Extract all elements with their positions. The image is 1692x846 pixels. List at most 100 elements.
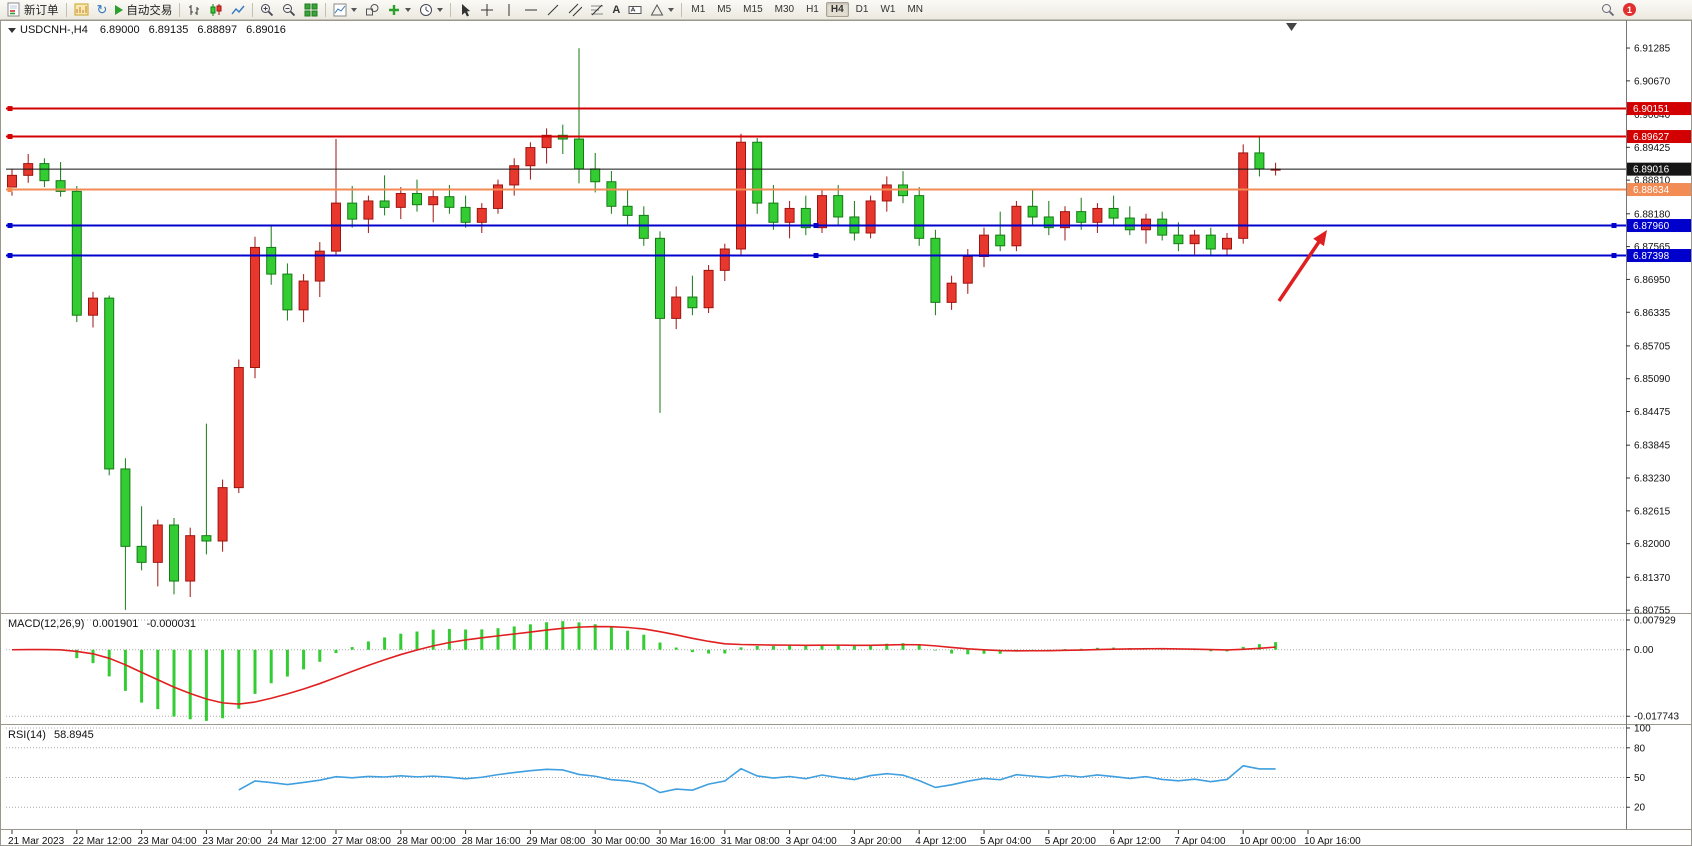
dropdown-arrow[interactable] <box>405 7 412 12</box>
timeframe-m1[interactable]: M1 <box>691 4 706 15</box>
timeframe-h4[interactable]: H4 <box>825 2 849 17</box>
line-handle[interactable] <box>813 223 819 229</box>
candle-body <box>817 195 827 229</box>
line-chart-button[interactable] <box>227 0 249 20</box>
tile-windows-button[interactable] <box>300 0 322 20</box>
crosshair-tool-button[interactable] <box>476 0 498 20</box>
new-order-button[interactable]: 新订单 <box>2 0 63 20</box>
candle <box>88 291 98 328</box>
label-tool-button[interactable] <box>624 0 646 20</box>
timeframe-m30[interactable]: M30 <box>774 4 795 15</box>
timeframe-m15[interactable]: M15 <box>743 4 763 15</box>
candlestick-chart-button[interactable] <box>205 0 227 20</box>
price-tag-label: 6.87960 <box>1633 221 1670 232</box>
line-handle[interactable] <box>7 134 13 140</box>
text-tool-button[interactable]: A <box>608 0 624 20</box>
zoom-out-button[interactable] <box>278 0 300 20</box>
shapes-tool-button[interactable] <box>646 0 678 20</box>
candle <box>606 171 617 214</box>
timeframe-d1[interactable]: D1 <box>855 4 869 15</box>
candle <box>784 200 795 239</box>
candle-body <box>120 468 131 547</box>
price-tick-label: 6.83230 <box>1634 474 1671 485</box>
symbol-dropdown-icon[interactable] <box>8 27 16 33</box>
cursor-icon <box>462 3 471 16</box>
fibonacci-tool-button[interactable] <box>586 0 608 20</box>
chart-title: USDCNH-,H4 6.89000 6.89135 6.88897 6.890… <box>8 24 291 36</box>
candle-body <box>476 207 487 223</box>
candle-body <box>606 181 617 207</box>
candle <box>881 176 892 212</box>
time-tick-label: 23 Mar 04:00 <box>138 836 197 846</box>
dropdown-arrow[interactable] <box>437 7 444 12</box>
timeframe-mn[interactable]: MN <box>907 4 924 15</box>
line-handle[interactable] <box>1611 253 1617 259</box>
candlestick-icon <box>210 3 222 16</box>
candle-body <box>1141 218 1151 231</box>
candle-body <box>687 296 698 309</box>
macd-main-value: 0.001901 <box>92 618 139 630</box>
indicator-list-button[interactable] <box>329 0 361 20</box>
candle <box>914 187 925 246</box>
candle <box>865 195 876 239</box>
horizontal-line-tool-button[interactable] <box>520 0 542 20</box>
chart-shift-marker[interactable] <box>1286 23 1297 31</box>
line-handle[interactable] <box>7 187 13 193</box>
cursor-tool-button[interactable] <box>454 0 476 20</box>
timeframe-w1[interactable]: W1 <box>880 4 896 15</box>
price-tag-label: 6.89016 <box>1633 165 1670 176</box>
candle <box>995 211 1006 252</box>
period-clock-button[interactable] <box>415 0 447 20</box>
dropdown-arrow[interactable] <box>668 7 675 12</box>
candle <box>136 506 147 571</box>
candle <box>314 242 325 298</box>
candle <box>39 158 50 188</box>
line-handle[interactable] <box>7 253 13 259</box>
line-handle[interactable] <box>1611 223 1617 229</box>
candle-body <box>152 524 163 563</box>
line-chart-icon <box>231 5 245 14</box>
refresh-button[interactable]: ↻ <box>93 0 112 20</box>
candle-body <box>930 237 941 303</box>
candle-body <box>7 174 17 188</box>
candle <box>476 203 487 233</box>
line-handle[interactable] <box>7 223 13 229</box>
candle-body <box>412 192 422 206</box>
dropdown-arrow[interactable] <box>351 7 358 12</box>
macd-name: MACD(12,26,9) <box>8 618 85 630</box>
arrow-annotation[interactable] <box>1277 230 1327 302</box>
search-button[interactable] <box>1597 0 1619 20</box>
candle <box>687 275 698 316</box>
notification-badge[interactable]: 1 <box>1623 3 1636 16</box>
channel-tool-button[interactable] <box>564 0 586 20</box>
ohlc-high: 6.89135 <box>148 24 189 36</box>
candle-body <box>282 273 293 311</box>
play-icon <box>115 4 124 15</box>
price-tick-label: 6.85705 <box>1634 341 1671 352</box>
trendline-tool-button[interactable] <box>542 0 564 20</box>
macd-label: MACD(12,26,9) 0.001901 -0.000031 <box>8 618 201 630</box>
objects-list-button[interactable] <box>361 0 383 20</box>
line-handle[interactable] <box>813 253 819 259</box>
zoom-in-button[interactable] <box>256 0 278 20</box>
line-handle[interactable] <box>7 106 13 112</box>
timeframe-m5[interactable]: M5 <box>717 4 732 15</box>
candle <box>1060 206 1070 241</box>
vertical-line-tool-button[interactable] <box>498 0 520 20</box>
candle-body <box>671 296 682 319</box>
candle <box>800 195 811 236</box>
bar-chart-button[interactable] <box>183 0 205 20</box>
timeframe-h1[interactable]: H1 <box>806 4 819 15</box>
price-tick-label: 6.86335 <box>1634 308 1671 319</box>
candle-body <box>881 184 892 202</box>
candle <box>1238 144 1249 244</box>
candle-body <box>347 202 358 220</box>
candle-body <box>979 234 989 257</box>
candle <box>201 423 212 555</box>
candle <box>1189 229 1200 255</box>
add-indicator-button[interactable] <box>383 0 415 20</box>
charts-button[interactable] <box>70 0 93 20</box>
auto-trading-button[interactable]: 自动交易 <box>111 0 176 20</box>
